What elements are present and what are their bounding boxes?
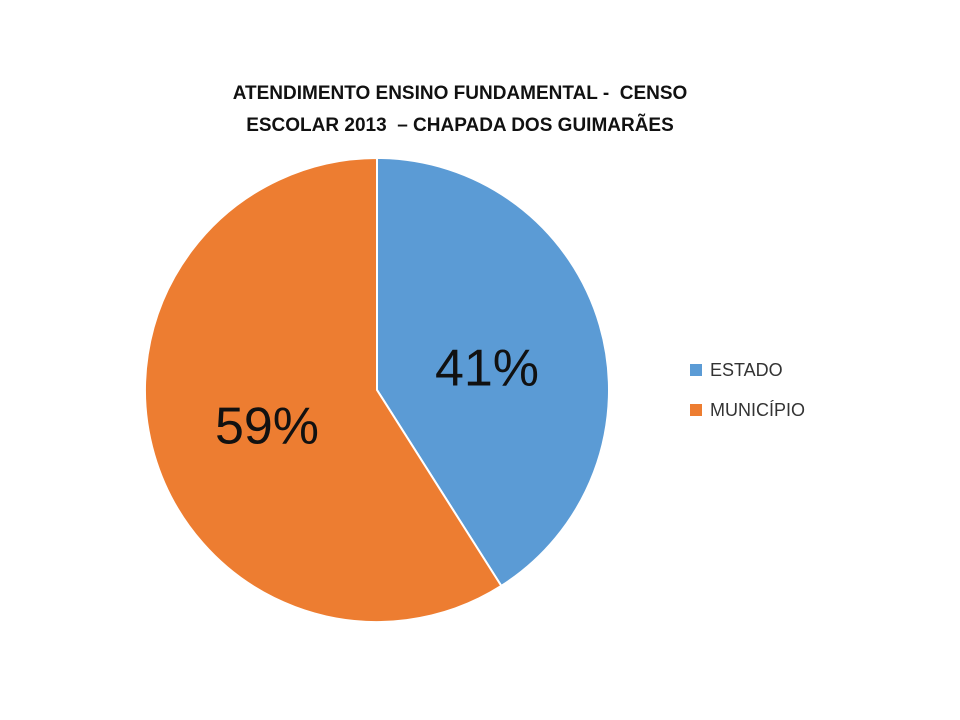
chart-title: ATENDIMENTO ENSINO FUNDAMENTAL - CENSO E… [160, 78, 760, 142]
legend-item-municipio: MUNICÍPIO [690, 398, 805, 422]
legend: ESTADO MUNICÍPIO [690, 358, 805, 438]
legend-swatch-estado [690, 364, 702, 376]
legend-swatch-municipio [690, 404, 702, 416]
chart-title-line-1: ATENDIMENTO ENSINO FUNDAMENTAL - CENSO [232, 83, 688, 104]
pie-slice-municipio [144, 156, 503, 623]
data-label-estado: 41% [435, 340, 539, 398]
pie-slice-estado [376, 156, 610, 588]
legend-item-estado: ESTADO [690, 358, 805, 382]
data-label-municipio: 59% [215, 398, 319, 456]
chart-title-line-2: ESCOLAR 2013 – CHAPADA DOS GUIMARÃES [246, 115, 674, 136]
legend-label-municipio: MUNICÍPIO [710, 399, 806, 420]
legend-label-estado: ESTADO [710, 359, 783, 380]
